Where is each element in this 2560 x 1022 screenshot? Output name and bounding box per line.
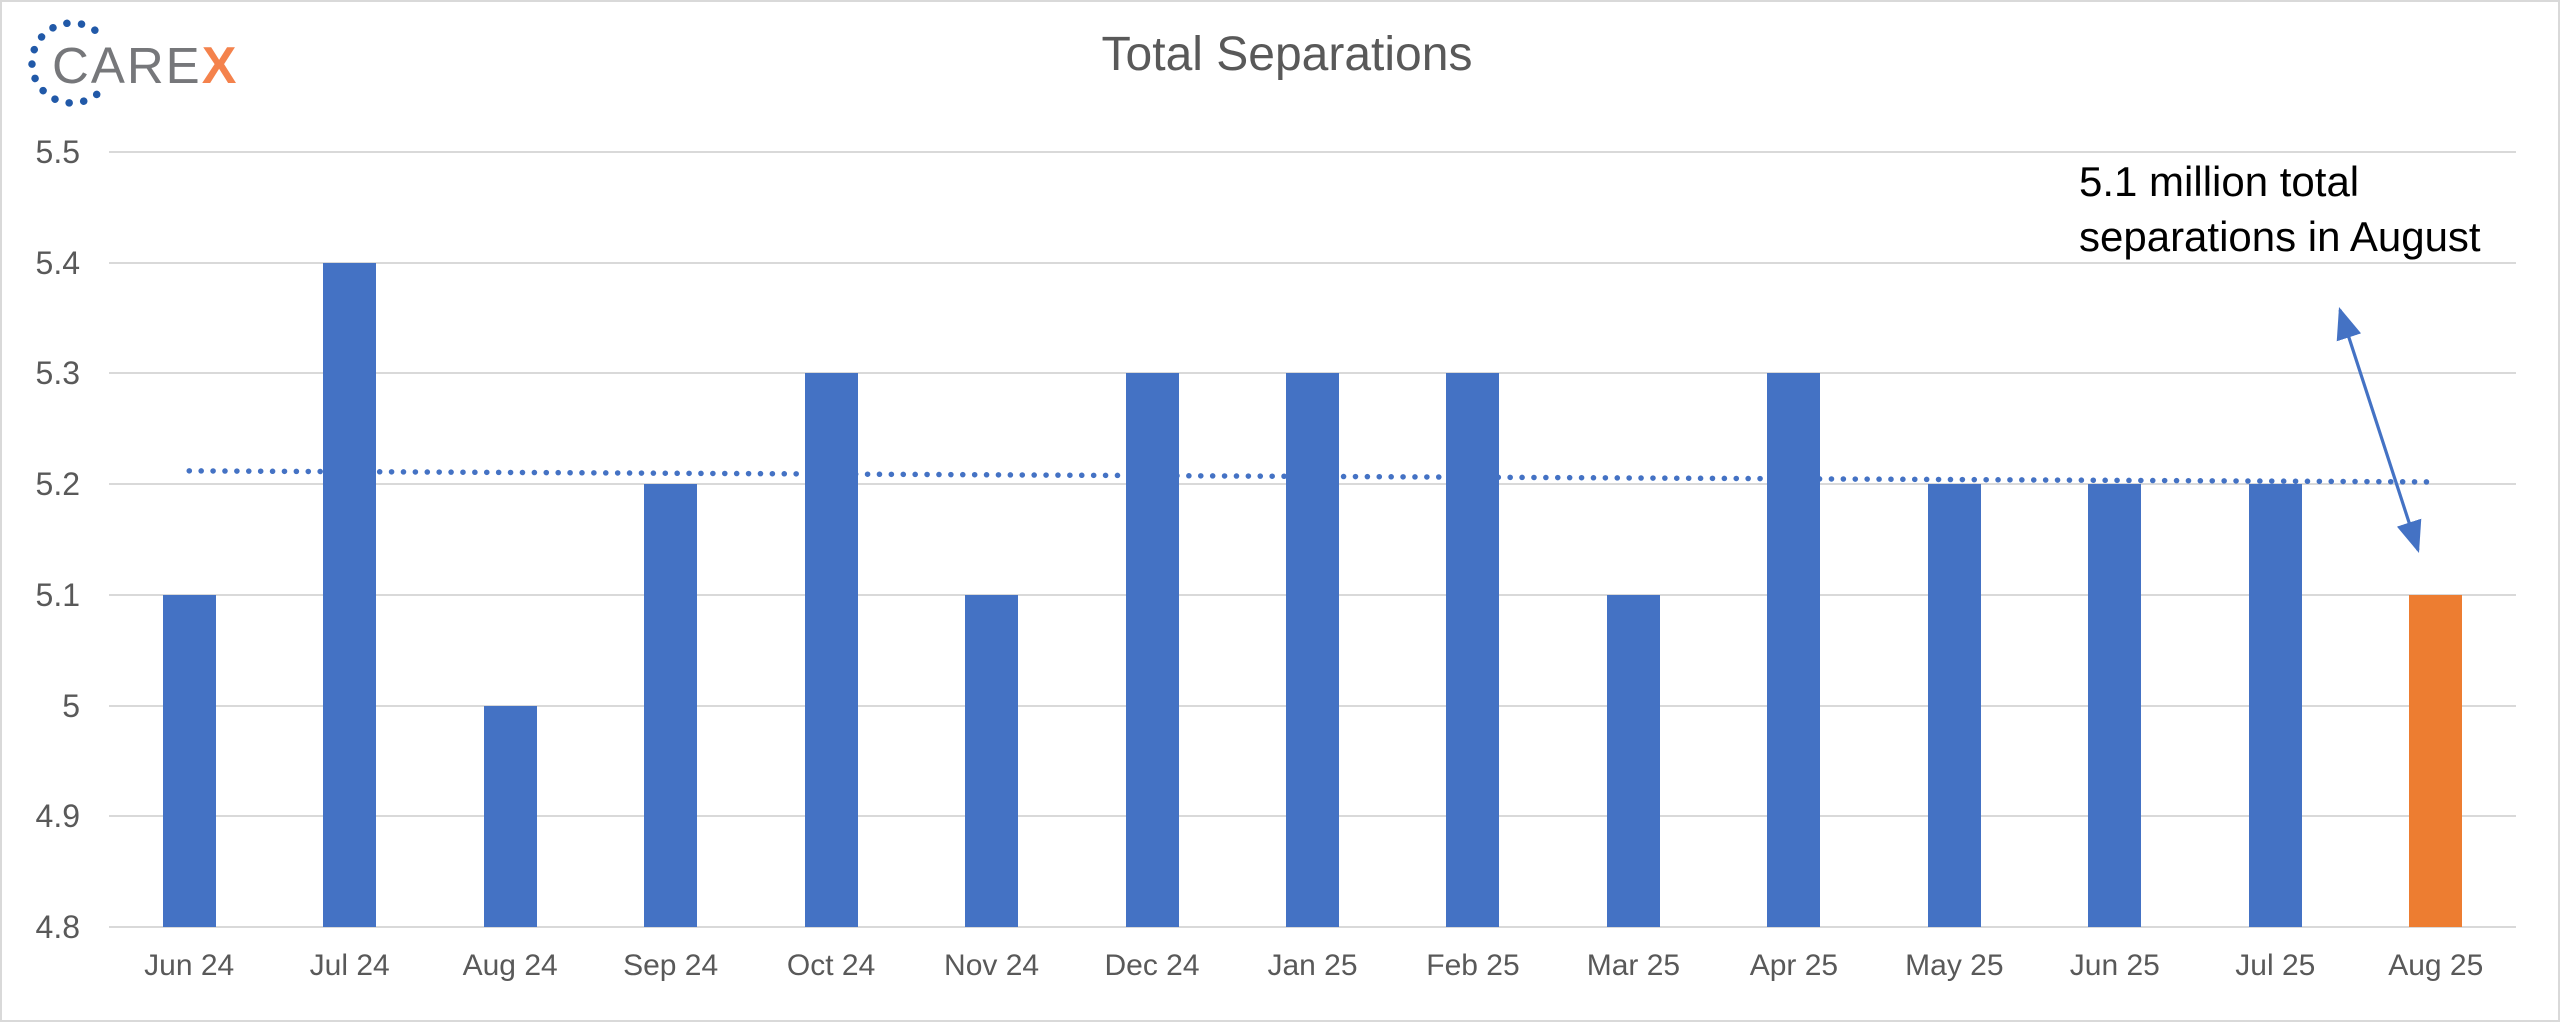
x-tick-label: Jul 24 [309, 949, 390, 982]
bar-dec-24 [1125, 373, 1179, 927]
x-tick-label: Jul 25 [2235, 949, 2316, 982]
x-tick-label: Dec 24 [1104, 949, 1200, 982]
gridline-5.4 [109, 261, 2516, 264]
bar-may-25 [1927, 484, 1981, 927]
gridline-5.5 [109, 151, 2516, 153]
bar-jan-25 [1286, 373, 1339, 927]
bar-aug-24 [483, 705, 537, 927]
bar-jul-24 [323, 262, 377, 927]
bar-jun-25 [2088, 484, 2142, 927]
bar-feb-25 [1446, 373, 1500, 927]
bar-apr-25 [1767, 373, 1821, 927]
bar-mar-25 [1606, 594, 1660, 927]
y-tick-label: 5.5 [35, 134, 80, 170]
bar-jul-25 [2248, 484, 2302, 927]
y-tick-label: 5.2 [35, 466, 80, 503]
gridline-4.8 [109, 926, 2516, 928]
annotation-text: 5.1 million total separations in August [2079, 154, 2519, 264]
bar-nov-24 [965, 594, 1019, 927]
y-tick-label: 5.4 [35, 244, 80, 281]
y-tick-label: 5.1 [35, 576, 80, 613]
x-tick-label: Jun 24 [144, 949, 235, 982]
carex-logo: CAREX [12, 6, 272, 121]
x-tick-label: Oct 24 [786, 949, 876, 982]
bar-sep-24 [644, 484, 698, 927]
bar-aug-25 [2409, 594, 2463, 927]
y-tick-label: 4.9 [35, 798, 80, 835]
annotation-line-2: separations in August [2079, 213, 2481, 260]
chart-title: Total Separations [1101, 28, 1473, 81]
annotation-line-1: 5.1 million total [2079, 158, 2360, 205]
bar-oct-24 [804, 373, 858, 927]
x-tick-label: May 25 [1905, 949, 2004, 982]
y-tick-label: 5 [62, 687, 80, 724]
x-tick-label: Feb 25 [1426, 949, 1520, 982]
x-tick-label: Apr 25 [1749, 949, 1839, 982]
x-tick-label: Nov 24 [944, 949, 1040, 982]
logo-text-x: X [201, 37, 237, 95]
x-tick-label: Aug 24 [462, 949, 558, 982]
y-tick-label: 5.3 [35, 355, 80, 392]
x-tick-label: Mar 25 [1586, 949, 1681, 982]
bar-jun-24 [162, 594, 216, 927]
logo-dotted-circle-icon [28, 19, 102, 107]
x-tick-label: Jun 25 [2069, 949, 2160, 982]
x-tick-label: Sep 24 [623, 949, 719, 982]
x-tick-label: Jan 25 [1267, 949, 1358, 982]
y-tick-label: 4.8 [35, 909, 80, 945]
logo-text-care: CARE [52, 37, 202, 94]
x-tick-label: Aug 25 [2388, 949, 2484, 982]
